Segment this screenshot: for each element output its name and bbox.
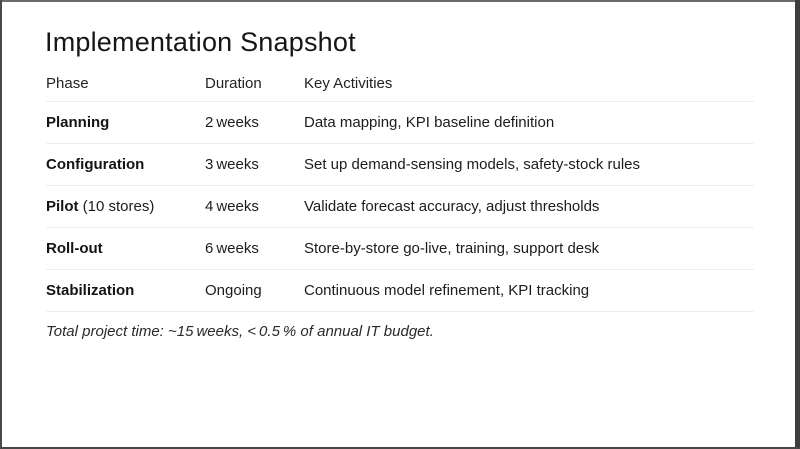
- phase-cell: Pilot (10 stores): [46, 198, 205, 215]
- table-row-roll-out: Roll-out 6 weeks Store-by-store go-live,…: [46, 228, 754, 270]
- phase-name: Planning: [46, 114, 110, 131]
- footnote: Total project time: ~15 weeks, < 0.5 % o…: [46, 323, 434, 340]
- activities-cell: Set up demand-sensing models, safety-sto…: [304, 156, 640, 173]
- column-header-phase: Phase: [46, 74, 89, 92]
- phase-cell: Roll-out: [46, 240, 205, 257]
- duration-cell: 3 weeks: [205, 156, 259, 173]
- column-header-key-activities: Key Activities: [304, 74, 393, 92]
- phase-name: Stabilization: [46, 282, 135, 299]
- duration-cell: Ongoing: [205, 282, 262, 299]
- duration-cell: 2 weeks: [205, 114, 259, 131]
- duration-cell: 6 weeks: [205, 240, 259, 257]
- frame-border-top: [0, 0, 800, 2]
- frame-border-left: [0, 0, 2, 449]
- activities-cell: Data mapping, KPI baseline definition: [304, 114, 555, 131]
- phase-cell: Stabilization: [46, 282, 205, 299]
- table-row-configuration: Configuration 3 weeks Set up demand-sens…: [46, 144, 754, 186]
- column-header-duration: Duration: [205, 74, 262, 92]
- implementation-table: Phase Duration Key Activities Planning 2…: [46, 65, 754, 312]
- frame-border-bottom: [0, 447, 800, 449]
- phase-cell: Planning: [46, 114, 205, 131]
- activities-cell: Store-by-store go-live, training, suppor…: [304, 240, 600, 257]
- duration-cell: 4 weeks: [205, 198, 259, 215]
- table-row-stabilization: Stabilization Ongoing Continuous model r…: [46, 270, 754, 312]
- phase-name: Configuration: [46, 156, 145, 173]
- phase-name: Pilot: [46, 198, 79, 215]
- phase-note: (10 stores): [78, 198, 155, 215]
- frame-border-right: [795, 0, 800, 449]
- activities-cell: Validate forecast accuracy, adjust thres…: [304, 198, 600, 215]
- table-row-planning: Planning 2 weeks Data mapping, KPI basel…: [46, 102, 754, 144]
- slide-title: Implementation Snapshot: [45, 27, 356, 57]
- phase-cell: Configuration: [46, 156, 205, 173]
- phase-name: Roll-out: [46, 240, 103, 257]
- activities-cell: Continuous model refinement, KPI trackin…: [304, 282, 590, 299]
- table-row-pilot: Pilot (10 stores) 4 weeks Validate forec…: [46, 186, 754, 228]
- table-header-row: Phase Duration Key Activities: [46, 65, 754, 102]
